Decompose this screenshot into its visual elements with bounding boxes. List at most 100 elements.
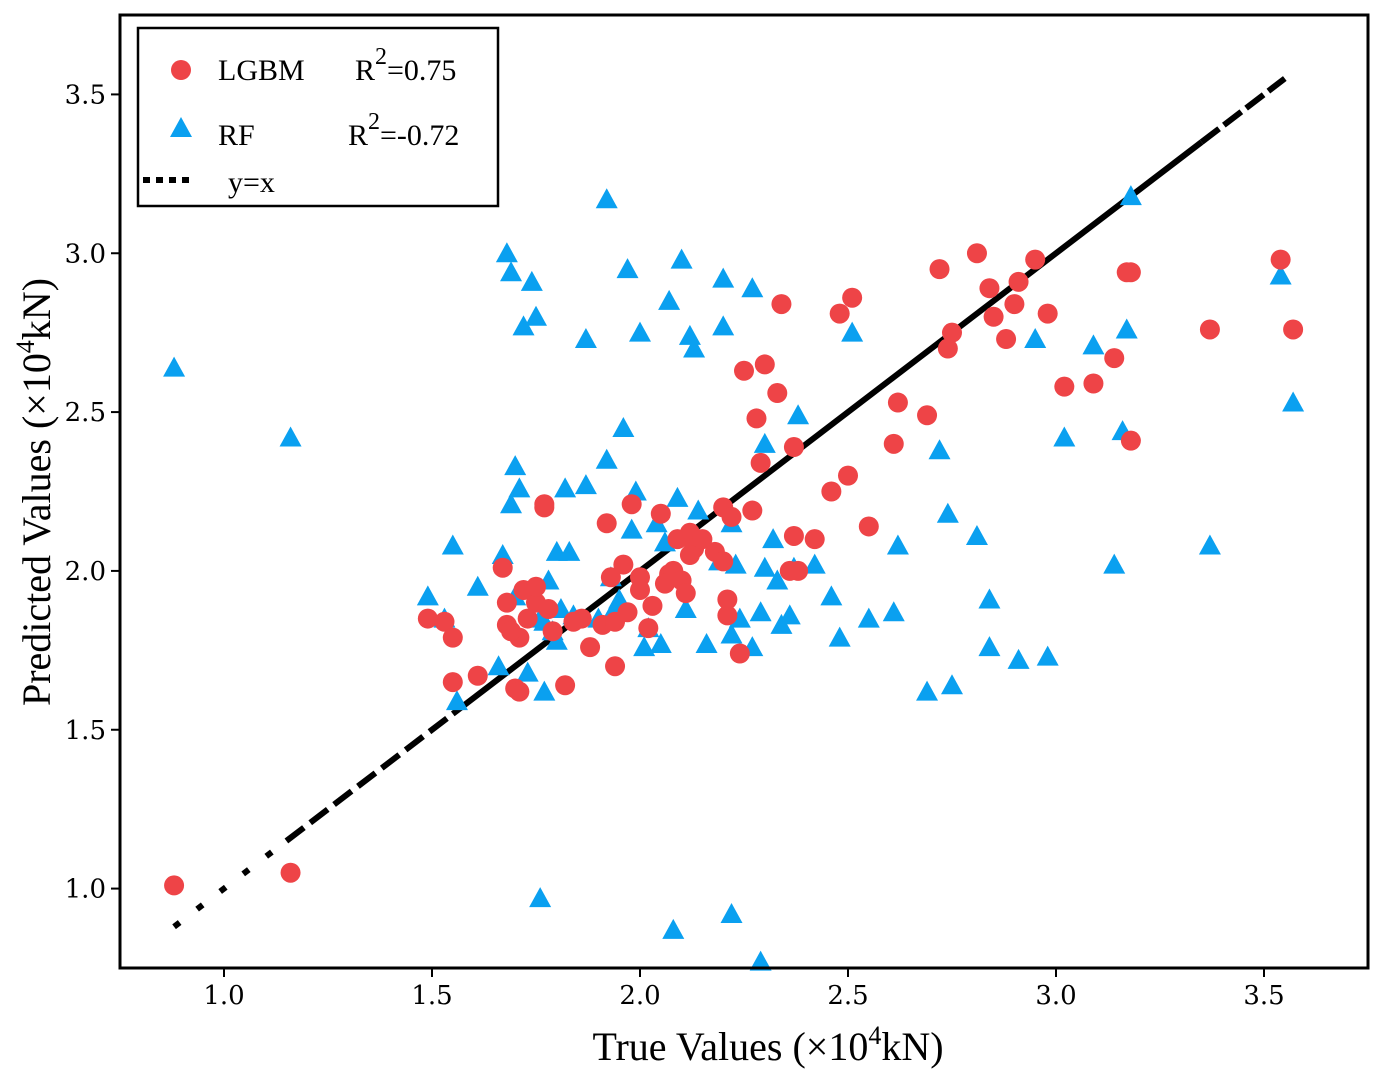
lgbm-point (917, 405, 938, 426)
lgbm-point (1270, 249, 1291, 270)
rf-point (441, 534, 464, 555)
rf-point (916, 680, 939, 701)
rf-point (574, 474, 597, 495)
rf-point (720, 623, 743, 644)
lgbm-point (692, 529, 713, 550)
x-axis-title-suffix: kN) (881, 1024, 943, 1069)
x-axis-title: True Values (×104kN) (592, 1021, 943, 1069)
rf-point (487, 655, 510, 676)
lgbm-point (630, 579, 650, 600)
lgbm-point (713, 551, 734, 572)
lgbm-point (501, 621, 522, 642)
rf-point (803, 553, 826, 574)
x-tick-label: 3.5 (1243, 981, 1284, 1011)
lgbm-point (996, 329, 1017, 350)
rf-point (778, 604, 801, 625)
lgbm-point (979, 278, 1000, 299)
rf-point (595, 188, 618, 209)
lgbm-point (654, 573, 675, 594)
lgbm-point (621, 494, 642, 515)
rf-point (670, 248, 693, 269)
rf-point (695, 632, 718, 653)
lgbm-point (966, 243, 987, 264)
rf-point (828, 626, 851, 647)
rf-point (724, 553, 747, 574)
y-axis-ticks: 1.0 1.5 2.0 2.5 3.0 3.5 (65, 80, 120, 905)
x-axis-ticks: 1.0 1.5 2.0 2.5 3.0 3.5 (203, 968, 1285, 1011)
rf-point (1053, 426, 1076, 447)
rf-point (520, 270, 543, 291)
y-equals-x-line-dashed-top (1199, 76, 1287, 145)
lgbm-point (767, 383, 788, 404)
rf-point (762, 528, 785, 549)
rf-point (554, 477, 577, 498)
lgbm-point (887, 392, 908, 413)
lgbm-point (721, 506, 742, 527)
rf-point (529, 887, 552, 908)
lgbm-point (442, 672, 463, 693)
lgbm-point (1283, 319, 1304, 340)
lgbm-point (771, 294, 792, 315)
rf-point (712, 315, 735, 336)
lgbm-point (563, 611, 584, 632)
x-axis-title-prefix: True Values (×10 (592, 1024, 868, 1069)
lgbm-point (783, 525, 804, 546)
rf-point (1282, 391, 1305, 412)
rf-point (516, 661, 539, 682)
lgbm-point (496, 592, 517, 613)
plot-frame (118, 13, 1370, 970)
rf-point (886, 534, 909, 555)
rf-point (766, 569, 789, 590)
rf-point (495, 242, 518, 263)
rf-point (687, 499, 710, 520)
rf-point (163, 356, 186, 377)
lgbm-point (467, 665, 488, 686)
rf-point (749, 601, 772, 622)
lgbm-point (1025, 249, 1046, 270)
lgbm-point (779, 560, 800, 581)
lgbm-point (555, 675, 576, 696)
rf-point (508, 477, 531, 498)
lgbm-point (542, 621, 563, 642)
lgbm-point (600, 567, 621, 588)
lgbm-point (642, 595, 663, 616)
lgbm-point (742, 500, 763, 521)
y-tick-label: 1.5 (65, 716, 106, 746)
y-axis-title-prefix: Predicted Values (×10 (14, 353, 59, 706)
lgbm-point (804, 529, 825, 550)
rf-point (595, 448, 618, 469)
rf-point (620, 518, 643, 539)
legend-rf-stat-exp: 2 (368, 109, 380, 135)
lgbm-point (679, 545, 700, 566)
rf-point (525, 305, 547, 326)
rf-point (653, 531, 676, 552)
legend-lgbm-stat-r: R (355, 54, 375, 87)
lgbm-point (942, 322, 962, 343)
lgbm-point (717, 605, 738, 626)
lgbm-point (417, 608, 438, 629)
rf-point (978, 636, 1001, 657)
legend-line-label: y=x (228, 166, 275, 199)
lgbm-point (746, 408, 767, 429)
y-axis-title-suffix: kN) (14, 278, 59, 340)
rf-point (512, 315, 535, 336)
rf-point (1119, 185, 1142, 206)
rf-point (500, 493, 523, 514)
rf-point (533, 680, 556, 701)
rf-point (1024, 328, 1047, 349)
rf-point (712, 267, 735, 288)
rf-point (629, 321, 651, 342)
rf-point (820, 585, 843, 606)
y-axis-title-exponent: 4 (11, 340, 40, 353)
rf-point (941, 674, 963, 695)
lgbm-point (442, 627, 463, 648)
lgbm-point (983, 306, 1004, 327)
lgbm-point (675, 583, 696, 604)
rf-point (558, 540, 581, 561)
rf-point (749, 950, 772, 971)
lgbm-point (929, 259, 950, 280)
rf-point (1007, 648, 1030, 669)
rf-point (882, 601, 905, 622)
rf-point (1269, 264, 1292, 285)
lgbm-point (434, 611, 455, 632)
